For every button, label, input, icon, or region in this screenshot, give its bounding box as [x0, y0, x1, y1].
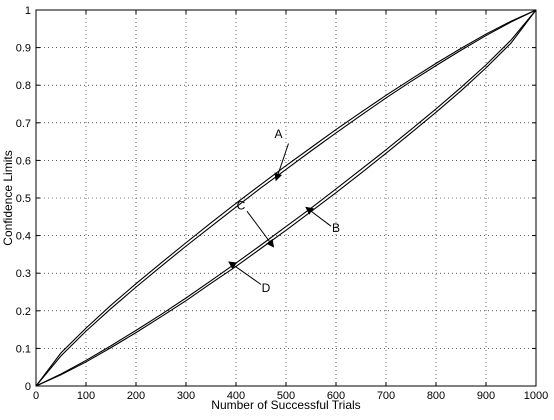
annotation-arrow: [274, 143, 289, 182]
y-tick-label: 0.1: [16, 343, 31, 355]
y-tick-label: 0: [25, 381, 31, 393]
x-tick-label: 400: [227, 390, 245, 402]
y-tick-label: 0.3: [16, 268, 31, 280]
annotation-arrow: [305, 206, 332, 227]
x-tick-label: 1000: [524, 390, 548, 402]
x-axis-label: Number of Successful Trials: [211, 398, 360, 412]
series-line-4: [35, 9, 537, 387]
x-tick-label: 800: [427, 390, 445, 402]
x-tick-label: 300: [177, 390, 195, 402]
annotations: A B C D: [228, 127, 340, 295]
x-tick-label: 100: [77, 390, 95, 402]
y-tick-label: 0.6: [16, 155, 31, 167]
y-tick-label: 0.4: [16, 231, 31, 243]
annotation-label: A: [274, 127, 282, 141]
x-tick-label: 700: [377, 390, 395, 402]
series-line-1: [35, 9, 537, 387]
grid: [36, 10, 536, 386]
ticks: 0 100 200 300 400 500 600 700 800 900 1000 0 0.1 0.2 0…: [16, 5, 549, 402]
y-tick-label: 0.8: [16, 80, 31, 92]
annotation-label: C: [237, 199, 246, 213]
series-line-3: [35, 9, 537, 387]
y-tick-label: 0.2: [16, 306, 31, 318]
x-tick-label: 200: [127, 390, 145, 402]
x-tick-label: 600: [327, 390, 345, 402]
x-tick-label: 500: [277, 390, 295, 402]
y-tick-label: 0.5: [16, 193, 31, 205]
annotation-arrow: [228, 261, 262, 285]
x-tick-label: 0: [33, 390, 39, 402]
annotation-label: D: [262, 281, 271, 295]
series-line-2: [35, 9, 537, 387]
series-group: [35, 9, 537, 387]
y-axis-label: Confidence Limits: [1, 150, 15, 245]
y-tick-label: 1: [25, 5, 31, 17]
x-tick-label: 900: [477, 390, 495, 402]
annotation-label: B: [332, 221, 340, 235]
annotation-arrow: [246, 210, 275, 248]
y-tick-label: 0.7: [16, 118, 31, 130]
y-tick-label: 0.9: [16, 43, 31, 55]
